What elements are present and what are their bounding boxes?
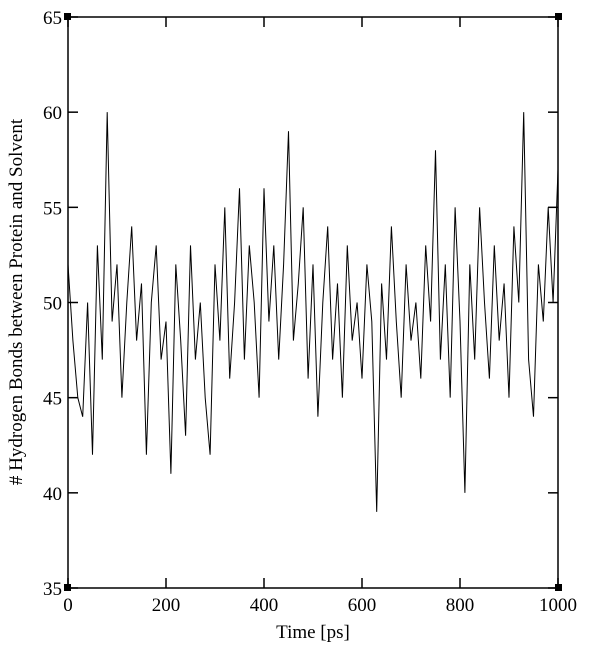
x-tick-label: 200	[152, 595, 181, 616]
y-tick-label: 45	[43, 389, 62, 410]
x-tick-label: 400	[250, 595, 279, 616]
x-tick-label: 800	[446, 595, 475, 616]
data-line	[67, 112, 559, 512]
x-tick-label: 600	[348, 595, 377, 616]
corner-marker	[64, 13, 71, 20]
y-tick-label: 40	[43, 484, 62, 505]
y-tick-label: 50	[43, 294, 62, 315]
y-tick-label: 65	[43, 8, 62, 29]
y-tick-label: 60	[43, 103, 62, 124]
x-tick-label: 0	[63, 595, 73, 616]
y-axis-label: # Hydrogen Bonds between Protein and Sol…	[6, 118, 27, 485]
x-tick-label: 1000	[539, 595, 577, 616]
y-tick-label: 35	[43, 579, 62, 600]
x-axis-label: Time [ps]	[276, 622, 350, 643]
corner-marker	[555, 13, 562, 20]
y-tick-label: 55	[43, 198, 62, 219]
